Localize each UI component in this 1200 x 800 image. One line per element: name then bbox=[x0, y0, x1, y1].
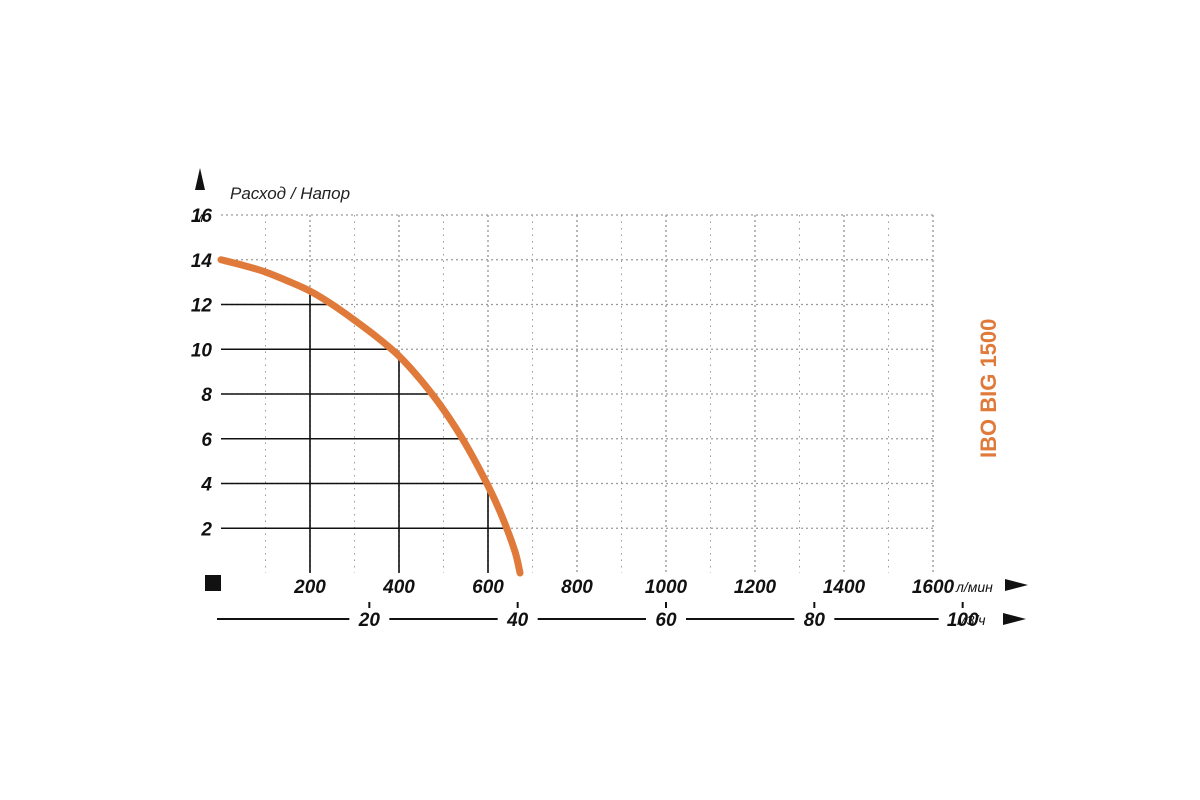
x-unit-lmin-label: л/мин bbox=[955, 579, 993, 595]
x-tick-label-lmin: 800 bbox=[561, 577, 593, 598]
x-tick-labels-lmin: 200 400 600 800 1000 1200 1400 1600 bbox=[293, 577, 954, 598]
chart-title: Расход / Напор bbox=[230, 184, 350, 203]
y-tick-label: 10 bbox=[191, 340, 213, 361]
reference-lines bbox=[221, 291, 507, 573]
y-unit-label: м bbox=[194, 209, 204, 225]
x-axis-m3h-arrow-icon bbox=[1003, 613, 1026, 625]
x-tick-label-m3h: 100 bbox=[947, 610, 979, 631]
y-axis-arrow-icon bbox=[195, 168, 205, 190]
x-tick-label-lmin: 1200 bbox=[734, 577, 777, 598]
y-tick-label: 8 bbox=[201, 385, 212, 406]
x-axis-m3h: 20 40 60 80 100 bbox=[217, 602, 979, 631]
x-tick-label-m3h: 40 bbox=[506, 610, 529, 631]
x-tick-label-lmin: 600 bbox=[472, 577, 504, 598]
model-label: IBO BIG 1500 bbox=[976, 319, 1001, 458]
x-tick-label-lmin: 200 bbox=[293, 577, 326, 598]
x-axis-lmin-arrow-icon bbox=[1005, 579, 1028, 591]
y-tick-label: 12 bbox=[191, 296, 213, 317]
y-tick-label: 4 bbox=[200, 475, 212, 496]
x-tick-label-lmin: 400 bbox=[382, 577, 415, 598]
y-tick-label: 6 bbox=[201, 430, 212, 451]
x-tick-label-lmin: 1000 bbox=[645, 577, 688, 598]
grid bbox=[221, 214, 934, 573]
x-tick-label-lmin: 1400 bbox=[823, 577, 866, 598]
x-tick-label-m3h: 20 bbox=[358, 610, 381, 631]
x-tick-label-m3h: 60 bbox=[655, 610, 677, 631]
origin-square-icon bbox=[205, 575, 221, 591]
y-tick-label: 2 bbox=[200, 519, 212, 540]
y-tick-label: 14 bbox=[191, 251, 213, 272]
x-tick-label-lmin: 1600 bbox=[912, 577, 955, 598]
x-tick-label-m3h: 80 bbox=[804, 610, 826, 631]
performance-curve bbox=[217, 256, 524, 577]
x-unit-m3h-label: м3/ч bbox=[957, 612, 986, 628]
y-tick-labels: 2 4 6 8 10 12 14 16 bbox=[191, 206, 213, 540]
y-tick-label: 16 bbox=[191, 206, 213, 227]
